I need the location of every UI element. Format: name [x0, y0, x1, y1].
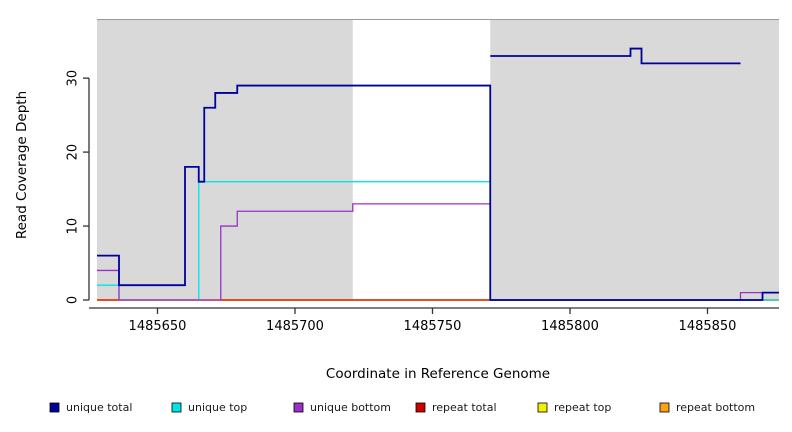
legend-label-unique-bottom: unique bottom	[310, 401, 391, 414]
x-axis: 1485650 1485700 1485750 1485800 1485850	[89, 307, 779, 334]
legend-label-unique-total: unique total	[66, 401, 132, 414]
y-tick-label-3: 30	[66, 70, 81, 87]
shaded-region-1	[490, 19, 779, 300]
y-tick-label-2: 20	[66, 144, 81, 161]
x-tick-label-0: 1485650	[129, 319, 187, 334]
x-tick-label-2: 1485750	[404, 319, 462, 334]
shaded-region-0	[97, 19, 353, 300]
x-tick-label-4: 1485850	[679, 319, 737, 334]
legend-label-repeat-top: repeat top	[554, 401, 611, 414]
legend-swatch-repeat-total	[415, 402, 426, 413]
y-axis-title: Read Coverage Depth	[14, 91, 30, 239]
legend-label-repeat-bottom: repeat bottom	[676, 401, 755, 414]
legend-label-repeat-total: repeat total	[432, 401, 497, 414]
legend-swatch-unique-bottom	[293, 402, 304, 413]
legend-swatch-repeat-bottom	[659, 402, 670, 413]
legend-swatch-unique-top	[171, 402, 182, 413]
legend-label-unique-top: unique top	[188, 401, 247, 414]
y-tick-label-0: 0	[66, 296, 81, 304]
x-tick-label-3: 1485800	[541, 319, 599, 334]
y-tick-label-1: 10	[66, 218, 81, 235]
series-group	[97, 47, 779, 301]
legend-swatch-repeat-top	[537, 402, 548, 413]
x-tick-label-1: 1485700	[266, 319, 324, 334]
y-axis: 0 10 20 30	[66, 70, 90, 304]
x-axis-title: Coordinate in Reference Genome	[326, 366, 550, 382]
shaded-region-group	[97, 19, 779, 300]
legend-swatch-unique-total	[49, 402, 60, 413]
series-unique-total-right-segment	[490, 47, 741, 65]
series-unique-total	[97, 84, 779, 301]
chart-legend: unique total unique top unique bottom repea…	[49, 401, 755, 414]
